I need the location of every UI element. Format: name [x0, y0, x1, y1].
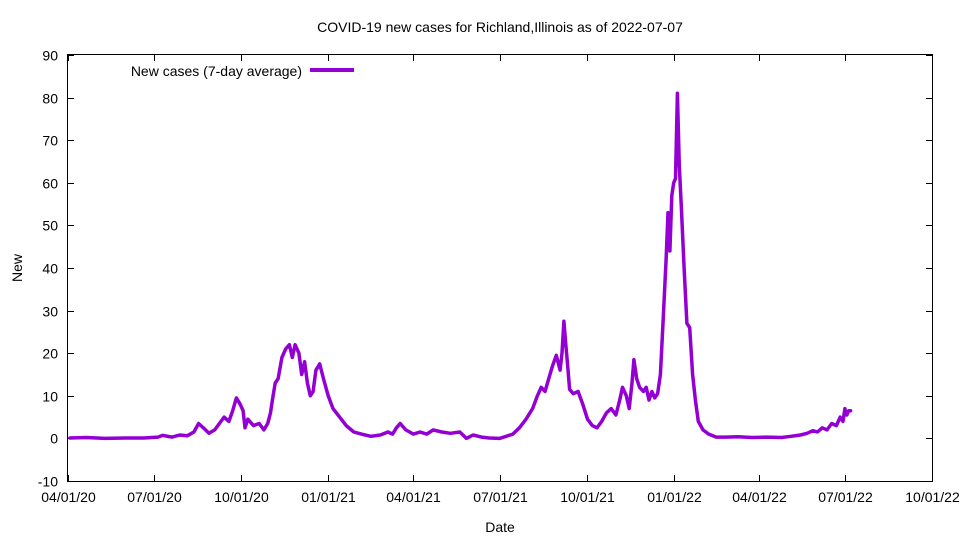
- y-axis: -10 0 10 20 30 40 50 60 70 80 90: [38, 48, 932, 490]
- x-tick-label: 07/01/21: [473, 489, 528, 505]
- x-tick-label: 04/01/20: [41, 489, 96, 505]
- x-axis: 04/01/20 07/01/20 10/01/20 01/01/21 04/01/21…: [41, 55, 960, 505]
- chart-title: COVID-19 new cases for Richland,Illinois…: [317, 19, 683, 35]
- x-tick-label: 10/01/22: [905, 489, 960, 505]
- plot-frame: [67, 54, 933, 482]
- series-line: [68, 91, 853, 441]
- x-tick-label: 01/01/22: [647, 489, 702, 505]
- series-layer: [68, 91, 853, 441]
- y-tick-label: 70: [42, 133, 58, 149]
- y-tick-label: 80: [42, 91, 58, 107]
- x-tick-label: 07/01/22: [818, 489, 873, 505]
- legend-label: New cases (7-day average): [131, 63, 302, 79]
- x-tick-label: 01/01/21: [301, 489, 356, 505]
- x-tick-label: 07/01/20: [127, 489, 182, 505]
- y-tick-label: 40: [42, 261, 58, 277]
- y-axis-label: New: [9, 253, 25, 282]
- y-tick-label: -10: [38, 474, 58, 490]
- y-tick-label: 0: [50, 431, 58, 447]
- x-tick-label: 10/01/20: [214, 489, 269, 505]
- y-tick-label: 50: [42, 218, 58, 234]
- x-tick-label: 10/01/21: [560, 489, 615, 505]
- y-tick-label: 60: [42, 176, 58, 192]
- legend: New cases (7-day average): [131, 63, 354, 79]
- x-tick-label: 04/01/22: [732, 489, 787, 505]
- y-tick-label: 30: [42, 304, 58, 320]
- y-tick-label: 90: [42, 48, 58, 64]
- x-tick-label: 04/01/21: [386, 489, 441, 505]
- y-tick-label: 20: [42, 346, 58, 362]
- x-axis-label: Date: [485, 519, 515, 535]
- y-tick-label: 10: [42, 389, 58, 405]
